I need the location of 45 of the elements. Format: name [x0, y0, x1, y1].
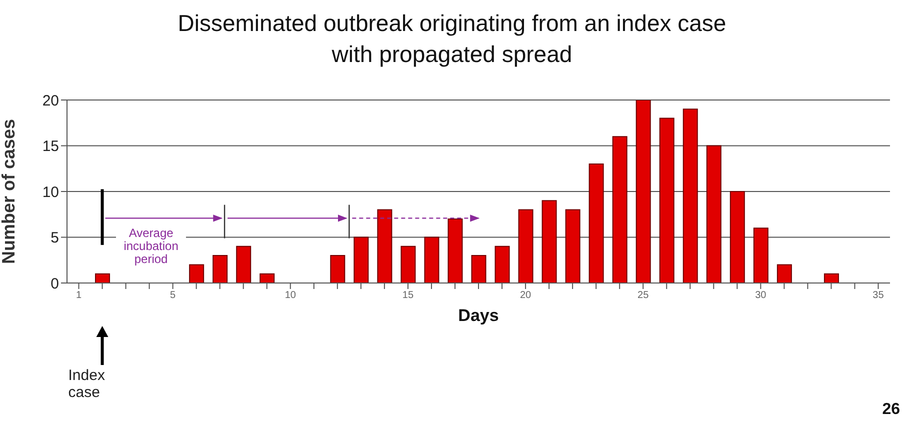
bar [494, 246, 510, 283]
x-tick-label: 35 [872, 290, 884, 302]
bar [424, 236, 440, 283]
bar [706, 145, 722, 283]
y-axis-title: Number of cases [0, 118, 18, 264]
bar [448, 218, 463, 283]
y-tick-label: 5 [50, 230, 59, 247]
bar [753, 228, 768, 283]
bar [377, 209, 392, 283]
x-tick-label: 25 [638, 290, 650, 302]
bar [636, 100, 651, 283]
x-tick-label: 1 [76, 290, 82, 302]
bar [95, 273, 110, 283]
annotation: Average incubation period [116, 226, 186, 266]
bar [189, 264, 204, 283]
bar [260, 273, 275, 283]
bar [330, 255, 346, 283]
text: Index case [68, 367, 106, 401]
x-axis-title: Days [458, 306, 499, 325]
bar [776, 264, 792, 283]
bar [518, 209, 534, 283]
x-tick-label: 10 [284, 290, 296, 302]
bar [400, 246, 416, 283]
bar [471, 255, 486, 283]
bar [730, 191, 745, 283]
bar [542, 200, 557, 283]
bar [212, 255, 228, 283]
bar [354, 236, 369, 283]
y-tick-label: 15 [42, 138, 59, 156]
y-tick-label: 20 [42, 92, 59, 110]
bar [682, 108, 698, 283]
x-tick-label: 20 [520, 290, 532, 302]
bar [659, 118, 674, 283]
text: 26 [882, 401, 900, 419]
bar [824, 273, 839, 283]
bar [588, 164, 604, 283]
y-tick-label: 0 [50, 275, 59, 292]
bar [565, 209, 580, 283]
x-tick-label: 30 [755, 290, 767, 302]
bar [236, 246, 252, 283]
chart-title: Disseminated outbreak originating from an index case with propagated spread [176, 9, 728, 69]
bar [612, 136, 628, 283]
x-tick-label: 5 [170, 290, 176, 302]
x-tick-label: 15 [402, 290, 414, 302]
y-tick-label: 10 [42, 184, 59, 201]
